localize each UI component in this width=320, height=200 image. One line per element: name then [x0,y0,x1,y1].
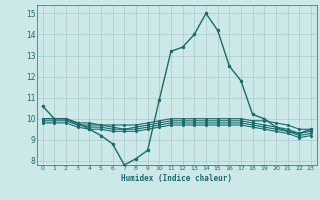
X-axis label: Humidex (Indice chaleur): Humidex (Indice chaleur) [121,174,232,183]
